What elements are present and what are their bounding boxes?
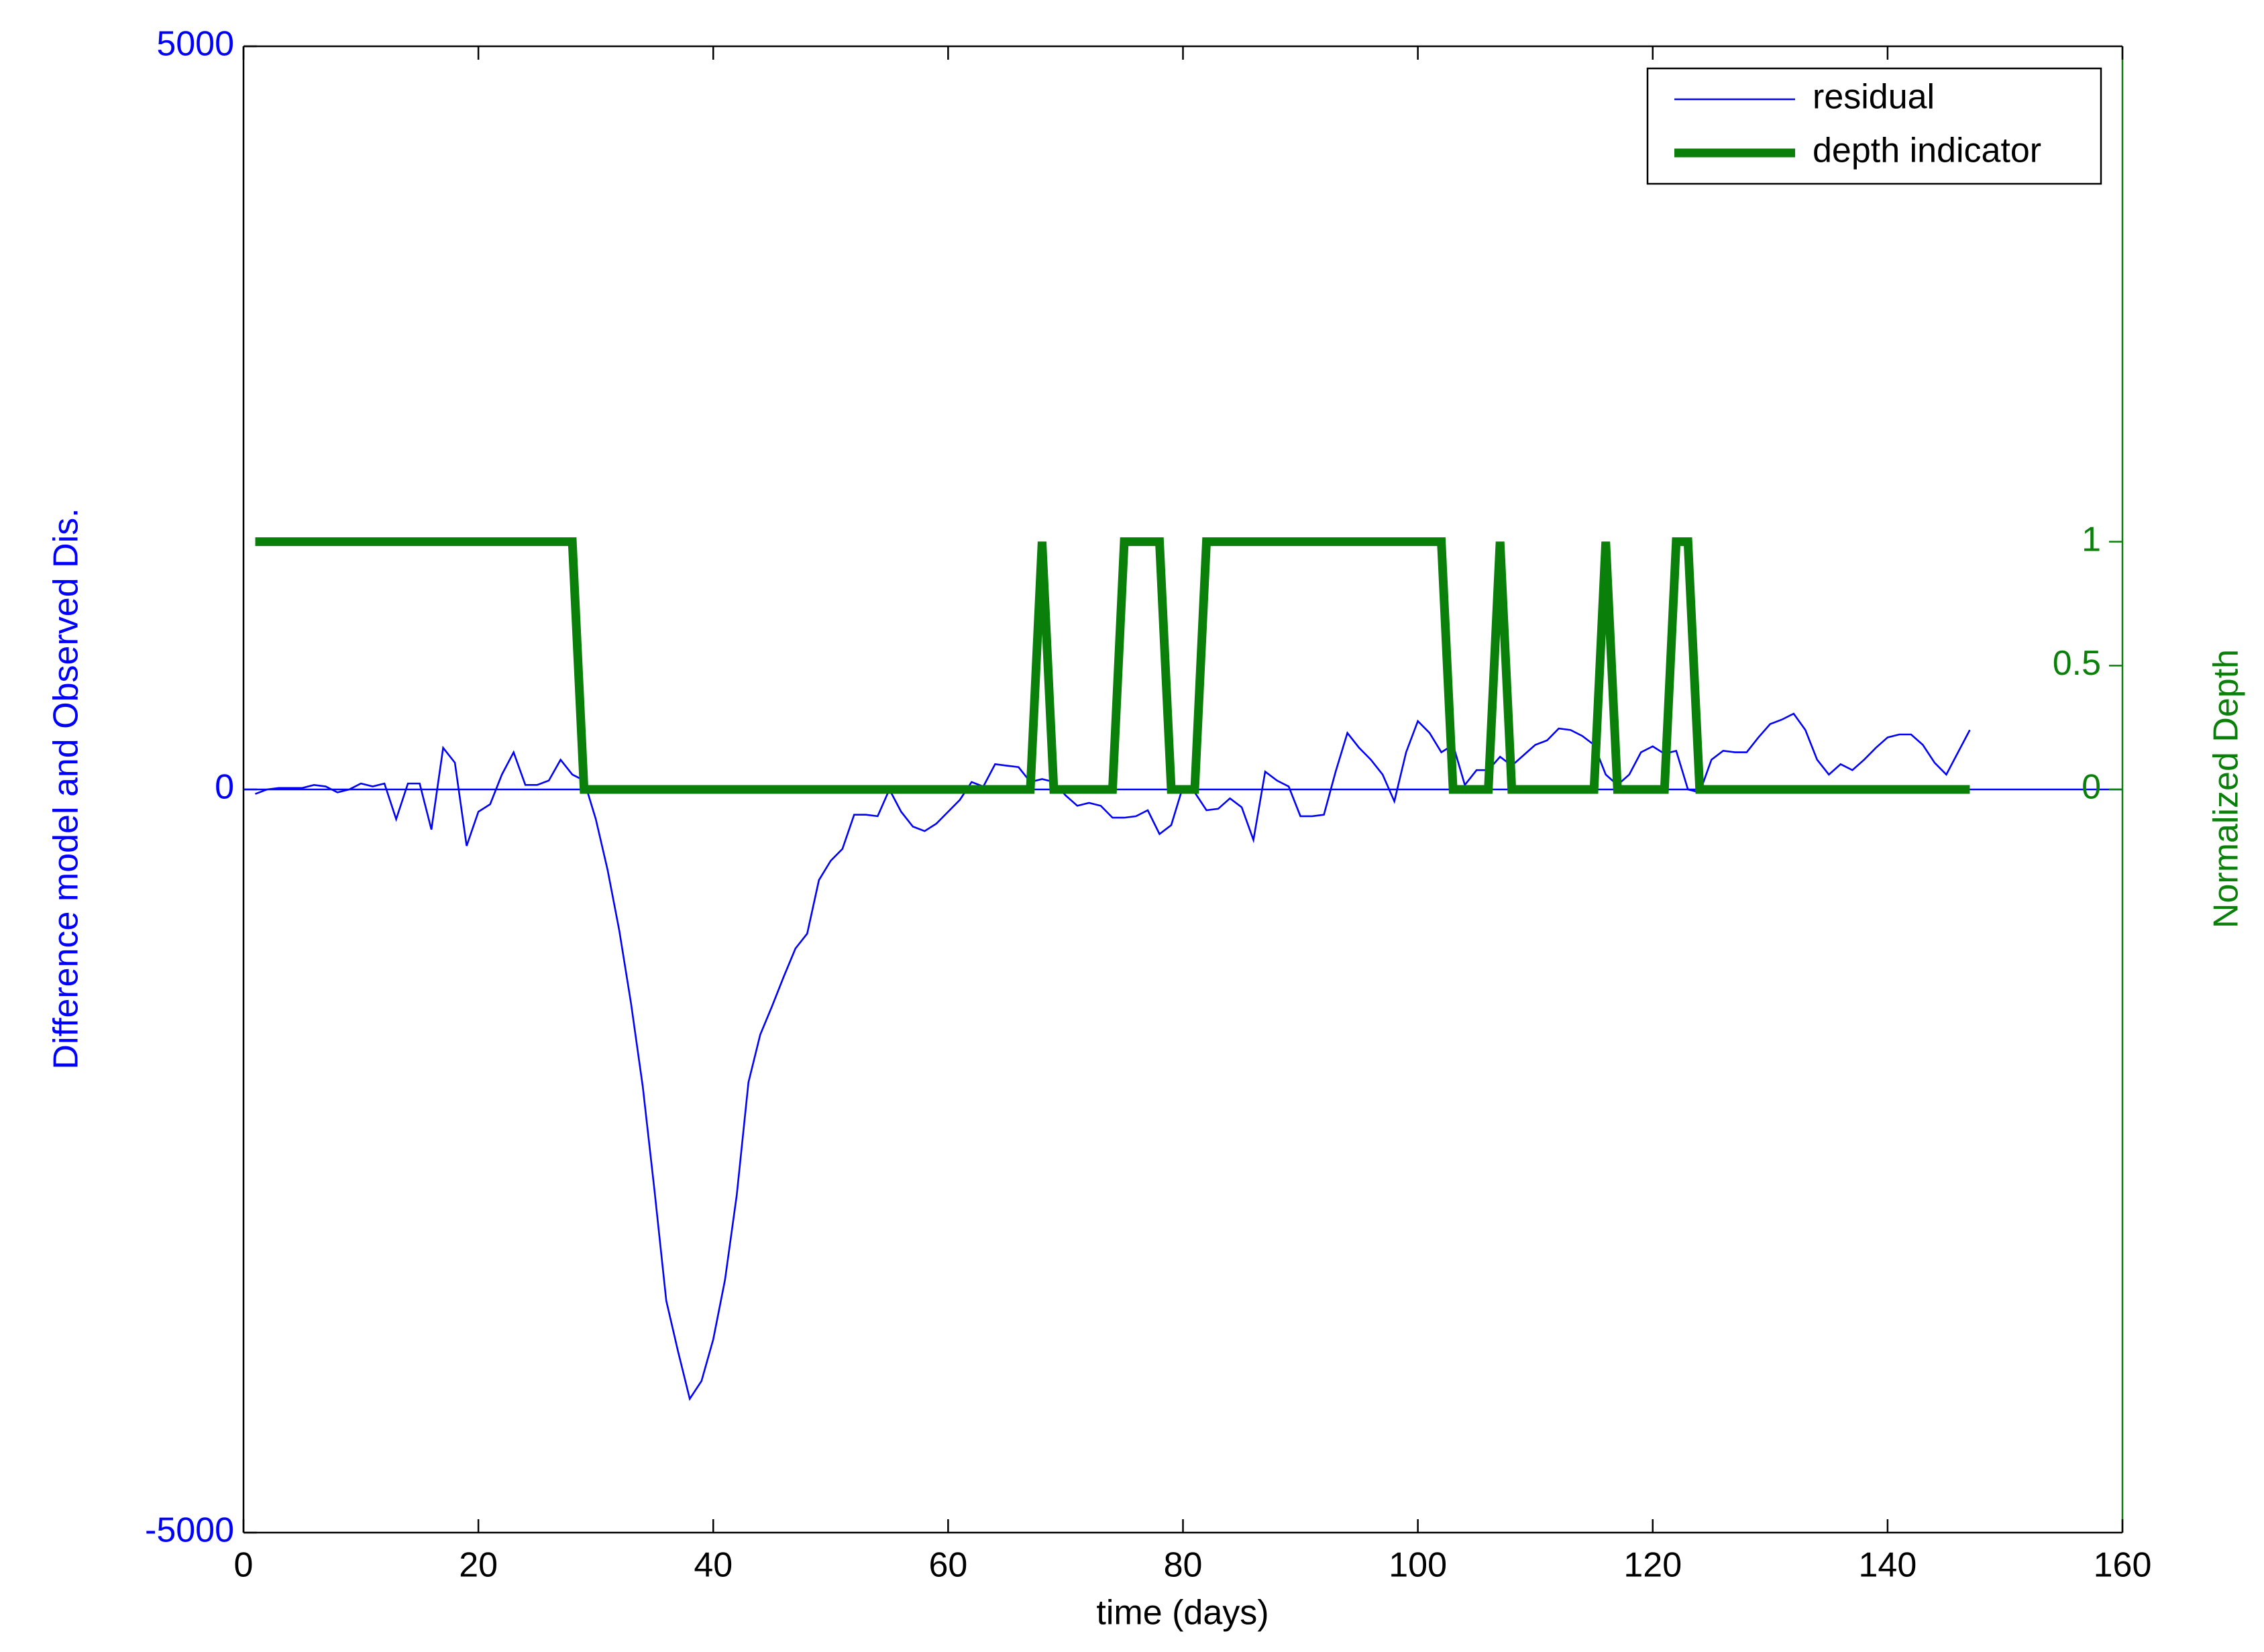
x-axis-label: time (days)	[1096, 1594, 1269, 1633]
y-axis-label: Difference model and Observed Dis.	[47, 508, 86, 1069]
y2-tick-label: 0	[2082, 768, 2101, 807]
y2-tick-label: 0.5	[2053, 644, 2101, 683]
x-tick-label: 40	[694, 1546, 733, 1585]
y-tick-label: 0	[215, 768, 234, 807]
y-tick-label: -5000	[145, 1511, 234, 1550]
x-tick-label: 120	[1623, 1546, 1682, 1585]
x-tick-label: 80	[1164, 1546, 1203, 1585]
x-tick-label: 0	[234, 1546, 254, 1585]
series-line	[255, 712, 1971, 1401]
x-tick-label: 140	[1858, 1546, 1917, 1585]
legend-label: depth indicator	[1813, 131, 2041, 170]
series-line	[255, 537, 1970, 794]
legend-label: residual	[1813, 78, 1935, 117]
x-tick-label: 20	[459, 1546, 498, 1585]
y-tick-label: 5000	[156, 25, 234, 64]
legend-box	[1646, 67, 2102, 185]
x-tick-label: 160	[2094, 1546, 2152, 1585]
y2-axis-label: Normalized Depth	[2207, 649, 2246, 928]
y2-tick-label: 1	[2082, 520, 2101, 559]
x-tick-label: 60	[928, 1546, 967, 1585]
x-tick-label: 100	[1389, 1546, 1447, 1585]
